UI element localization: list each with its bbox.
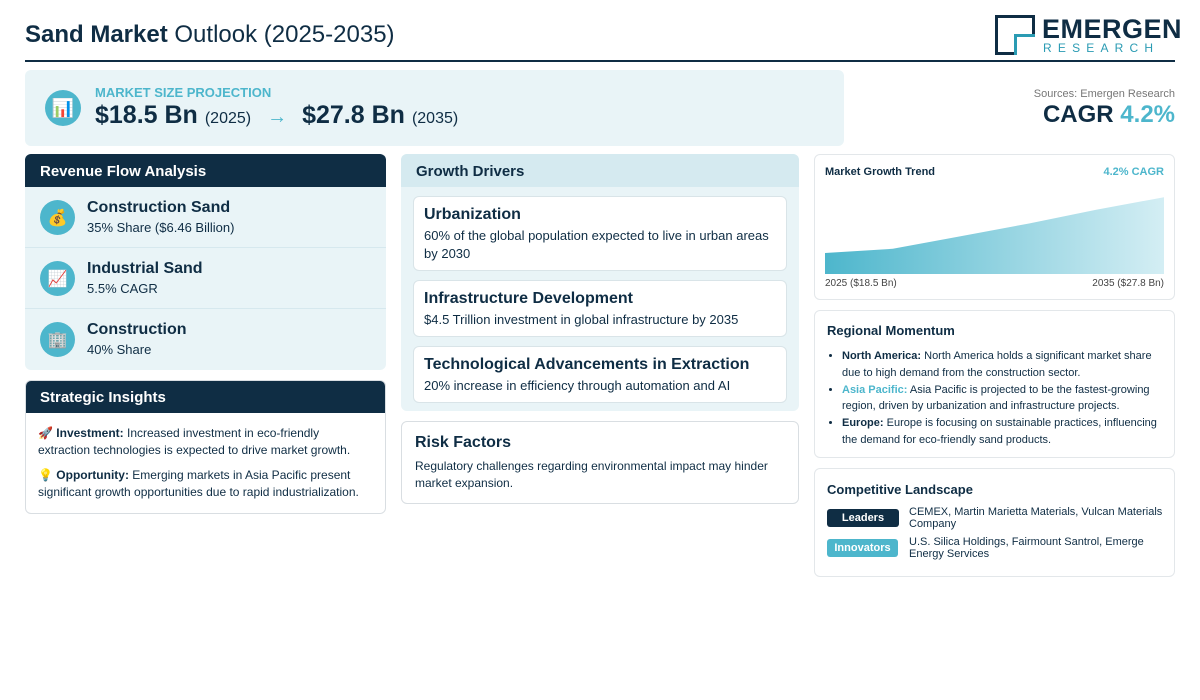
trend-area: [825, 197, 1164, 274]
cagr-summary: Sources: Emergen Research CAGR 4.2%: [1034, 88, 1175, 129]
insight-label: Opportunity:: [56, 468, 129, 482]
competitive-landscape-panel: Competitive Landscape Leaders CEMEX, Mar…: [814, 468, 1175, 577]
strategic-insights-panel: Strategic Insights 🚀 Investment: Increas…: [25, 380, 386, 514]
driver-card: Technological Advancements in Extraction…: [413, 346, 787, 403]
arrow-right-icon: →: [267, 106, 288, 128]
start-value: $18.5 Bn: [95, 101, 198, 129]
end-value: $27.8 Bn: [302, 101, 405, 129]
driver-card: Infrastructure Development $4.5 Trillion…: [413, 280, 787, 337]
chart-title: Market Growth Trend: [825, 166, 936, 178]
building-icon: 🏢: [40, 322, 75, 357]
innovators-text: U.S. Silica Holdings, Fairmount Santrol,…: [909, 536, 1144, 560]
insight-item: 🚀 Investment: Increased investment in ec…: [38, 425, 373, 458]
leaders-badge: Leaders: [827, 509, 899, 527]
logo-sub: RESEARCH: [1043, 41, 1160, 55]
logo-word: EMERGEN: [1042, 14, 1183, 44]
insight-label: Investment:: [56, 426, 124, 440]
region-name: Asia Pacific:: [842, 383, 908, 396]
page-title: Sand Market Outlook (2025-2035): [25, 21, 395, 49]
projection-values: $18.5 Bn (2025) → $27.8 Bn (2035): [95, 101, 458, 130]
market-growth-trend-chart: Market Growth Trend 4.2% CAGR 2025 ($18.…: [814, 154, 1175, 300]
end-year: (2035): [411, 110, 459, 127]
driver-text: 20% increase in efficiency through autom…: [424, 378, 731, 393]
x-end-label: 2035 ($27.8 Bn): [1092, 278, 1164, 289]
revenue-item-title: Construction Sand: [87, 199, 231, 216]
sources-text: Sources: Emergen Research: [1033, 88, 1175, 100]
innovators-badge: Innovators: [827, 539, 898, 557]
driver-card: Urbanization 60% of the global populatio…: [413, 196, 787, 271]
list-item: Asia Pacific: Asia Pacific is projected …: [842, 382, 1162, 416]
revenue-item: 📈 Industrial Sand 5.5% CAGR: [25, 248, 386, 309]
market-size-projection: 📊 MARKET SIZE PROJECTION $18.5 Bn (2025)…: [25, 70, 844, 146]
logo-mark-icon: [995, 15, 1035, 55]
regional-list: North America: North America holds a sig…: [827, 348, 1162, 449]
insight-text: Emerging markets in Asia Pacific present…: [38, 468, 359, 499]
revenue-item-sub: 35% Share ($6.46 Billion): [87, 220, 235, 235]
regional-title: Regional Momentum: [827, 323, 955, 338]
emergen-logo[interactable]: EMERGEN RESEARCH: [995, 14, 1182, 56]
area-chart: [825, 197, 1164, 274]
innovators-row: Innovators U.S. Silica Holdings, Fairmou…: [827, 536, 1162, 566]
driver-title: Infrastructure Development: [424, 290, 633, 307]
page-header: Sand Market Outlook (2025-2035) EMERGEN …: [25, 12, 1182, 62]
region-text: Europe is focusing on sustainable practi…: [842, 417, 1157, 446]
region-name: Europe:: [842, 417, 884, 430]
projection-label: MARKET SIZE PROJECTION: [95, 85, 272, 100]
cagr-value: CAGR 4.2%: [1034, 101, 1175, 129]
risk-text: Regulatory challenges regarding environm…: [415, 459, 768, 490]
insights-body: 🚀 Investment: Increased investment in ec…: [26, 413, 385, 500]
lightbulb-icon: 💡: [38, 468, 53, 482]
strategic-insights-title: Strategic Insights: [26, 381, 385, 413]
cagr-label: CAGR: [1042, 101, 1114, 128]
driver-text: 60% of the global population expected to…: [424, 228, 769, 261]
revenue-flow-panel: Revenue Flow Analysis 💰 Construction San…: [25, 154, 386, 370]
cagr-percent: 4.2%: [1120, 101, 1175, 128]
growth-drivers-title: Growth Drivers: [401, 154, 799, 187]
driver-title: Technological Advancements in Extraction: [424, 356, 750, 373]
insight-text: Increased investment in eco-friendly ext…: [38, 426, 351, 457]
risk-title: Risk Factors: [415, 434, 512, 451]
title-rest: Outlook (2025-2035): [174, 21, 395, 48]
revenue-flow-title: Revenue Flow Analysis: [25, 154, 386, 187]
revenue-item-title: Industrial Sand: [87, 260, 203, 277]
growth-drivers-panel: Growth Drivers Urbanization 60% of the g…: [401, 154, 799, 411]
risk-factors-panel: Risk Factors Regulatory challenges regar…: [401, 421, 799, 504]
driver-text: $4.5 Trillion investment in global infra…: [424, 312, 739, 327]
start-year: (2025): [204, 110, 252, 127]
competitive-title: Competitive Landscape: [827, 482, 973, 497]
revenue-item-sub: 5.5% CAGR: [87, 281, 158, 296]
revenue-item-title: Construction: [87, 321, 187, 338]
list-item: Europe: Europe is focusing on sustainabl…: [842, 415, 1162, 449]
bar-chart-icon: 📊: [45, 90, 81, 126]
money-bag-icon: 💰: [40, 200, 75, 235]
driver-title: Urbanization: [424, 206, 521, 223]
x-start-label: 2025 ($18.5 Bn): [825, 278, 897, 289]
insight-item: 💡 Opportunity: Emerging markets in Asia …: [38, 467, 373, 500]
region-text: Asia Pacific is projected to be the fast…: [842, 383, 1150, 413]
list-item: North America: North America holds a sig…: [842, 348, 1162, 382]
chart-annotation: 4.2% CAGR: [1103, 166, 1164, 178]
trend-up-icon: 📈: [40, 261, 75, 296]
rocket-icon: 🚀: [38, 426, 53, 440]
revenue-item-sub: 40% Share: [87, 342, 152, 357]
region-name: North America:: [842, 350, 922, 362]
revenue-item: 💰 Construction Sand 35% Share ($6.46 Bil…: [25, 187, 386, 248]
title-bold: Sand Market: [25, 21, 168, 48]
leaders-row: Leaders CEMEX, Martin Marietta Materials…: [827, 506, 1162, 536]
regional-momentum-panel: Regional Momentum North America: North A…: [814, 310, 1175, 458]
revenue-item: 🏢 Construction 40% Share: [25, 309, 386, 370]
region-text: North America holds a significant market…: [842, 350, 1152, 379]
leaders-text: CEMEX, Martin Marietta Materials, Vulcan…: [909, 506, 1163, 530]
